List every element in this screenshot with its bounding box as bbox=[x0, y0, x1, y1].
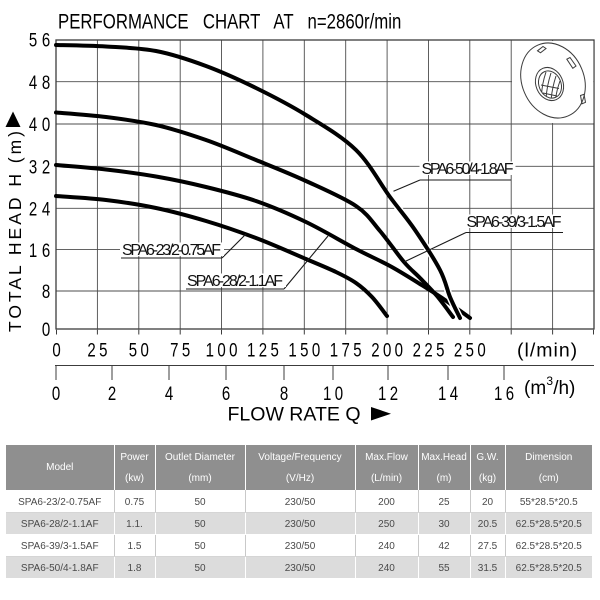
svg-text:48: 48 bbox=[29, 71, 55, 93]
svg-text:150: 150 bbox=[288, 338, 323, 360]
svg-text:6: 6 bbox=[222, 382, 234, 404]
svg-text:14: 14 bbox=[438, 382, 461, 404]
svg-text:(m: (m bbox=[524, 378, 546, 399]
svg-text:2: 2 bbox=[108, 382, 120, 404]
svg-text:25: 25 bbox=[87, 338, 110, 360]
svg-text:PERFORMANCE CHART AT n=2860: PERFORMANCE CHART AT n=2860r/min bbox=[58, 11, 401, 34]
svg-text:16: 16 bbox=[29, 239, 55, 261]
svg-text:0: 0 bbox=[52, 338, 64, 360]
svg-text:125: 125 bbox=[247, 338, 282, 360]
svg-text:175: 175 bbox=[330, 338, 365, 360]
svg-text:4: 4 bbox=[165, 382, 177, 404]
svg-text:0: 0 bbox=[42, 318, 55, 340]
svg-text:FLOW RATE Q: FLOW RATE Q bbox=[228, 405, 361, 426]
svg-text:0: 0 bbox=[52, 382, 64, 404]
svg-text:50: 50 bbox=[129, 338, 152, 360]
svg-text:/h): /h) bbox=[553, 378, 575, 399]
svg-text:SPA6-28/2-1.1AF: SPA6-28/2-1.1AF bbox=[187, 273, 283, 290]
svg-text:200: 200 bbox=[371, 338, 406, 360]
svg-text:SPA6-23/2-0.75AF: SPA6-23/2-0.75AF bbox=[122, 242, 221, 259]
svg-text:225: 225 bbox=[413, 338, 448, 360]
svg-text:32: 32 bbox=[29, 156, 55, 178]
svg-text:8: 8 bbox=[280, 382, 292, 404]
svg-text:SPA6-50/4-1.8AF: SPA6-50/4-1.8AF bbox=[422, 161, 514, 178]
svg-text:16: 16 bbox=[494, 382, 517, 404]
svg-text:56: 56 bbox=[29, 29, 55, 51]
svg-text:12: 12 bbox=[378, 382, 401, 404]
svg-text:24: 24 bbox=[29, 198, 55, 220]
svg-text:100: 100 bbox=[206, 338, 241, 360]
svg-text:10: 10 bbox=[323, 382, 346, 404]
svg-text:SPA6-39/3-1.5AF: SPA6-39/3-1.5AF bbox=[467, 214, 562, 231]
svg-text:TOTAL HEAD H (m): TOTAL HEAD H (m) bbox=[5, 131, 25, 332]
svg-text:250: 250 bbox=[454, 338, 489, 360]
svg-text:8: 8 bbox=[42, 280, 55, 302]
svg-text:(l/min): (l/min) bbox=[517, 339, 578, 361]
svg-text:3: 3 bbox=[546, 374, 553, 388]
svg-text:75: 75 bbox=[170, 338, 193, 360]
svg-text:40: 40 bbox=[29, 113, 55, 135]
